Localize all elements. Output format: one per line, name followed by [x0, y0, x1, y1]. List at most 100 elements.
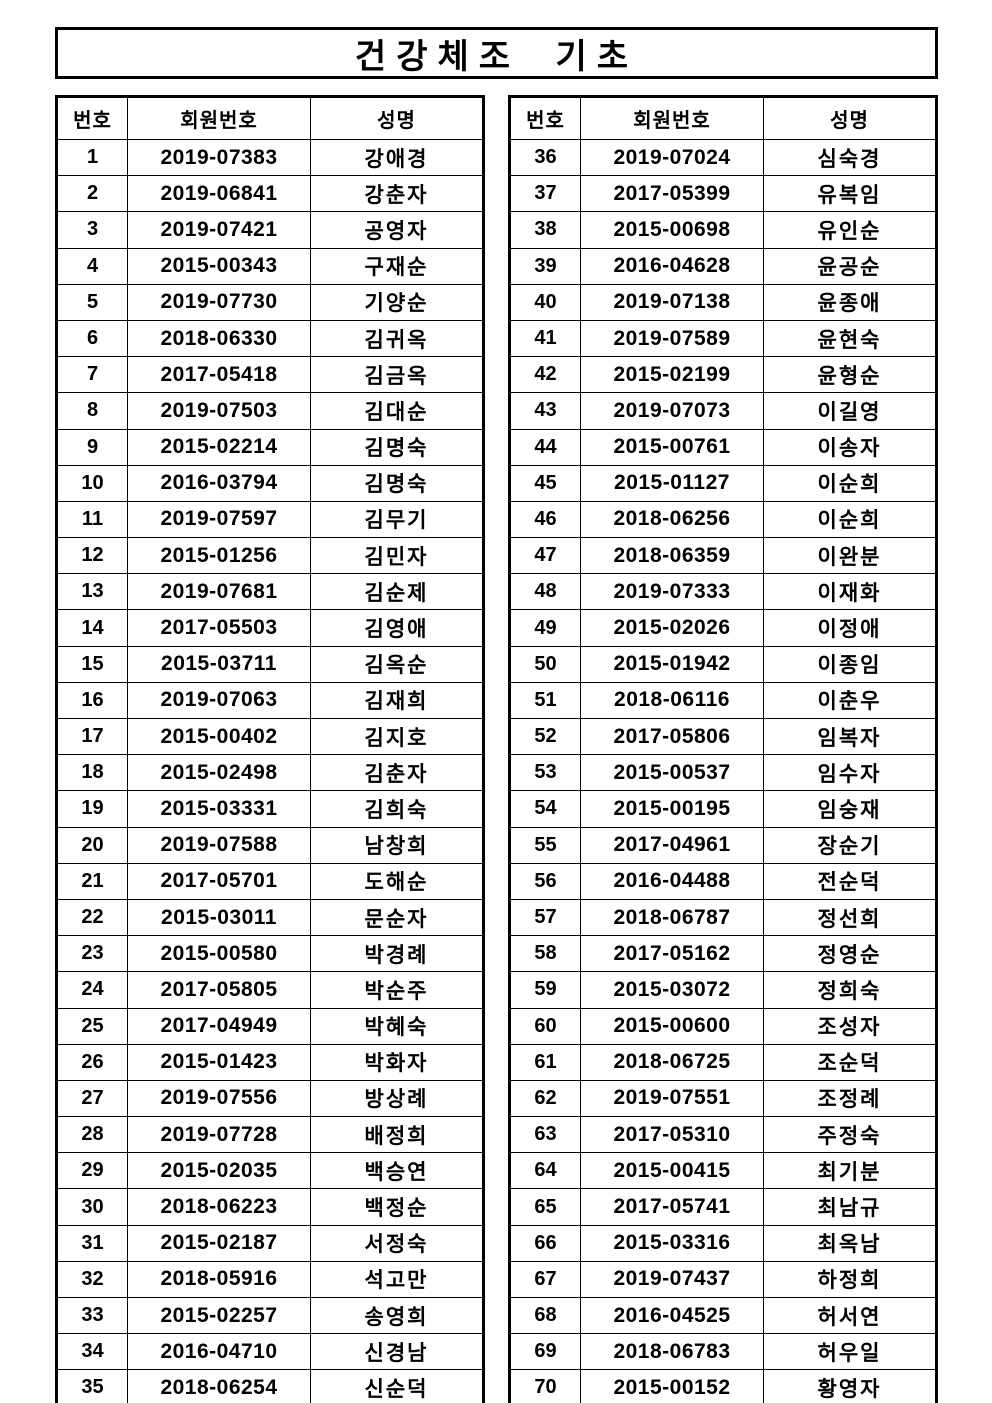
table-row: 9 2015-02214 김명숙 [56, 428, 484, 466]
member-name-cell: 김순제 [310, 573, 484, 611]
member-name-cell: 김금옥 [310, 356, 484, 394]
table-row: 50 2015-01942 이종임 [509, 645, 937, 683]
row-number-cell: 19 [56, 790, 128, 828]
member-name-cell: 김춘자 [310, 754, 484, 792]
table-row: 39 2016-04628 윤공순 [509, 247, 937, 285]
table-row: 23 2015-00580 박경례 [56, 935, 484, 973]
member-name-cell: 신순덕 [310, 1369, 484, 1403]
table-row: 49 2015-02026 이정애 [509, 609, 937, 647]
table-row: 59 2015-03072 정희숙 [509, 971, 937, 1009]
table-row: 55 2017-04961 장순기 [509, 826, 937, 864]
table-row: 38 2015-00698 유인순 [509, 211, 937, 249]
member-id-cell: 2017-05741 [580, 1188, 764, 1226]
member-id-cell: 2019-07589 [580, 319, 764, 358]
row-number-cell: 7 [56, 356, 128, 394]
row-number-cell: 23 [56, 935, 128, 973]
member-name-cell: 허서연 [763, 1296, 937, 1335]
member-id-cell: 2019-07437 [580, 1260, 764, 1299]
row-number-cell: 41 [509, 319, 581, 358]
column-header-member-name-cell: 성명 [763, 96, 937, 140]
row-number-cell: 25 [56, 1007, 128, 1045]
member-name-cell: 최남규 [763, 1188, 937, 1226]
table-row: 68 2016-04525 허서연 [509, 1296, 937, 1335]
member-name-cell: 박화자 [310, 1043, 484, 1081]
row-number-cell: 53 [509, 754, 581, 792]
table-row: 41 2019-07589 윤현숙 [509, 319, 937, 358]
table-row: 46 2018-06256 이순희 [509, 500, 937, 539]
row-number-cell: 32 [56, 1260, 128, 1299]
member-id-cell: 2015-01127 [580, 464, 764, 502]
member-name-cell: 조정례 [763, 1079, 937, 1118]
row-number-cell: 22 [56, 898, 128, 937]
table-row: 17 2015-00402 김지호 [56, 717, 484, 756]
member-name-cell: 박경례 [310, 935, 484, 973]
member-name-cell: 임수자 [763, 754, 937, 792]
tables-container: 번호 회원번호 성명 1 2019-07383 강애경 2 2019-06841 강춘자 3 201… [55, 95, 938, 1403]
member-name-cell: 정영순 [763, 935, 937, 973]
member-name-cell: 배정희 [310, 1116, 484, 1154]
member-id-cell: 2017-05701 [127, 862, 311, 900]
member-name-cell: 신경남 [310, 1333, 484, 1371]
member-name-cell: 김귀옥 [310, 319, 484, 358]
member-name-cell: 백정순 [310, 1188, 484, 1226]
row-number-cell: 2 [56, 175, 128, 213]
table-row: 22 2015-03011 문순자 [56, 898, 484, 937]
table-row: 2 2019-06841 강춘자 [56, 175, 484, 213]
table-row: 40 2019-07138 윤종애 [509, 283, 937, 321]
member-id-cell: 2015-00698 [580, 211, 764, 249]
table-row: 47 2018-06359 이완분 [509, 537, 937, 575]
member-name-cell: 김영애 [310, 609, 484, 647]
member-id-cell: 2018-06330 [127, 319, 311, 358]
row-number-cell: 47 [509, 537, 581, 575]
member-name-cell: 전순덕 [763, 862, 937, 900]
row-number-cell: 45 [509, 464, 581, 502]
table-row: 32 2018-05916 석고만 [56, 1260, 484, 1299]
member-name-cell: 윤형순 [763, 356, 937, 394]
table-row: 43 2019-07073 이길영 [509, 392, 937, 430]
row-number-cell: 1 [56, 138, 128, 177]
table-row: 34 2016-04710 신경남 [56, 1333, 484, 1371]
member-table-left: 번호 회원번호 성명 1 2019-07383 강애경 2 2019-06841 강춘자 3 201… [55, 95, 485, 1403]
row-number-cell: 9 [56, 428, 128, 466]
member-id-cell: 2015-02214 [127, 428, 311, 466]
member-id-cell: 2015-03072 [580, 971, 764, 1009]
member-name-cell: 이정애 [763, 609, 937, 647]
member-id-cell: 2018-06256 [580, 500, 764, 539]
table-row: 12 2015-01256 김민자 [56, 537, 484, 575]
member-id-cell: 2017-05805 [127, 971, 311, 1009]
member-name-cell: 이춘우 [763, 681, 937, 720]
member-id-cell: 2018-06254 [127, 1369, 311, 1403]
member-id-cell: 2015-00402 [127, 717, 311, 756]
row-number-cell: 24 [56, 971, 128, 1009]
row-number-cell: 34 [56, 1333, 128, 1371]
column-header-member-name-cell: 성명 [310, 96, 484, 140]
table-row: 51 2018-06116 이춘우 [509, 681, 937, 720]
table-row: 54 2015-00195 임숭재 [509, 790, 937, 828]
row-number-cell: 29 [56, 1152, 128, 1190]
member-name-cell: 김명숙 [310, 428, 484, 466]
member-id-cell: 2018-06116 [580, 681, 764, 720]
member-id-cell: 2019-07681 [127, 573, 311, 611]
table-row: 69 2018-06783 허우일 [509, 1333, 937, 1371]
member-name-cell: 하정희 [763, 1260, 937, 1299]
member-name-cell: 윤현숙 [763, 319, 937, 358]
table-row: 31 2015-02187 서정숙 [56, 1224, 484, 1262]
table-row: 14 2017-05503 김영애 [56, 609, 484, 647]
row-number-cell: 57 [509, 898, 581, 937]
row-number-cell: 64 [509, 1152, 581, 1190]
row-number-cell: 46 [509, 500, 581, 539]
member-name-cell: 이종임 [763, 645, 937, 683]
member-name-cell: 최옥남 [763, 1224, 937, 1262]
member-id-cell: 2017-05162 [580, 935, 764, 973]
table-row: 70 2015-00152 황영자 [509, 1369, 937, 1403]
member-name-cell: 조성자 [763, 1007, 937, 1045]
member-name-cell: 박혜숙 [310, 1007, 484, 1045]
member-name-cell: 석고만 [310, 1260, 484, 1299]
member-id-cell: 2017-05806 [580, 717, 764, 756]
member-name-cell: 심숙경 [763, 138, 937, 177]
member-id-cell: 2019-07728 [127, 1116, 311, 1154]
table-row: 35 2018-06254 신순덕 [56, 1369, 484, 1403]
table-row: 30 2018-06223 백정순 [56, 1188, 484, 1226]
member-id-cell: 2019-07138 [580, 283, 764, 321]
